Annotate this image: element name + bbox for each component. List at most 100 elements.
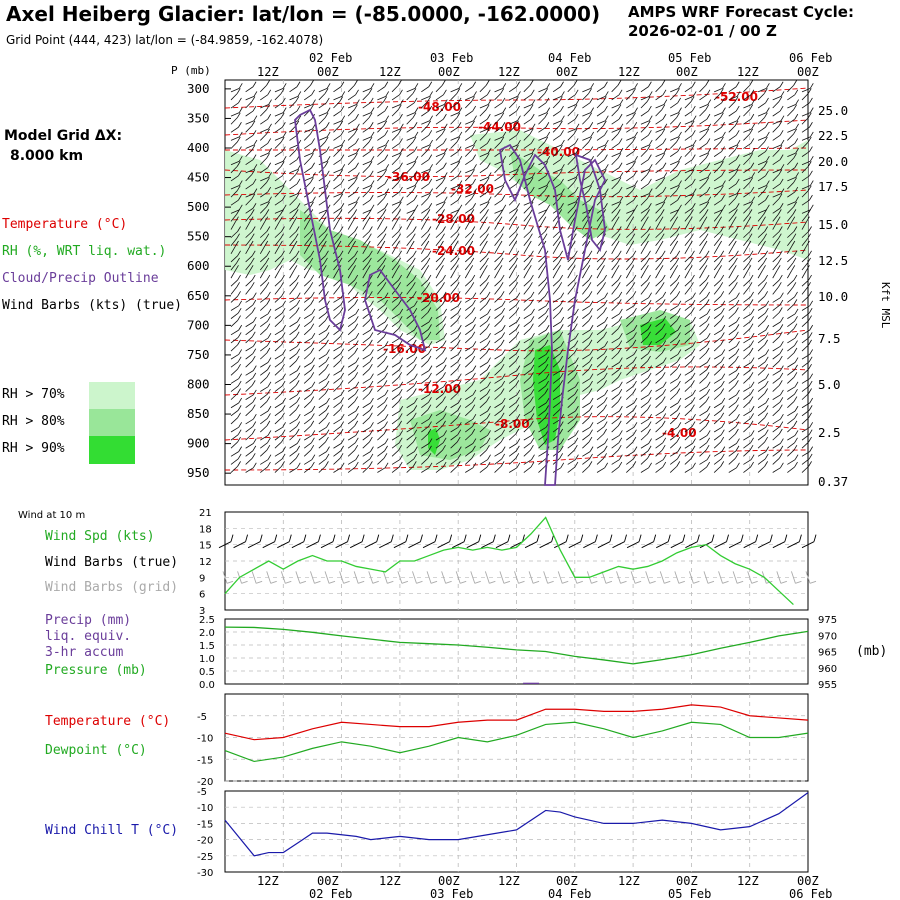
wind-barb-flag <box>764 226 769 232</box>
wind-barb <box>391 152 401 157</box>
wind-barb-flag <box>384 389 389 396</box>
wind-barb-flag <box>502 131 507 138</box>
wind-barb <box>611 201 621 206</box>
wind-barb <box>757 434 766 441</box>
wind-barb <box>450 466 458 473</box>
wind-barb-true-flag <box>580 534 584 542</box>
wind-barb <box>523 270 529 279</box>
wind-barb-flag <box>499 209 504 215</box>
wind-barb-flag <box>295 193 300 199</box>
wind-barb <box>450 221 456 230</box>
wind-barb-flag <box>763 209 768 215</box>
wind-barb-flag <box>793 153 797 159</box>
wind-barb <box>421 238 428 246</box>
wind-barb-flag <box>499 233 504 239</box>
wind-barb-flag <box>530 347 534 354</box>
wind-barb <box>362 305 371 311</box>
precip-tick-label: 2.0 <box>199 628 215 639</box>
wind-barb-flag <box>529 80 534 86</box>
wind-barb <box>274 141 282 149</box>
wind-barb-flag <box>385 91 390 97</box>
wind-barb-flag <box>384 316 389 323</box>
wind-barb-flag <box>252 397 257 403</box>
wind-barb-flag <box>427 380 432 386</box>
wind-barb-flag <box>282 349 286 355</box>
wind-barb-flag <box>793 299 798 305</box>
pressure-tick-label: 850 <box>187 406 210 421</box>
top-hour-label: 00Z <box>556 65 578 79</box>
wind-barb <box>289 96 299 101</box>
wind-barb <box>523 369 532 376</box>
wind-barb <box>391 418 400 425</box>
wind-barb <box>230 329 239 336</box>
wind-barb <box>626 305 635 311</box>
wind-barb <box>611 435 620 441</box>
wind-barb <box>479 337 488 344</box>
wind-barb <box>494 287 501 295</box>
wind-barb <box>435 328 443 336</box>
bottom-date-label: 04 Feb <box>548 887 591 900</box>
wind-barb-flag <box>384 105 389 112</box>
wind-barb-flag <box>485 257 489 264</box>
wind-barb-flag <box>604 130 608 136</box>
wind-barb-flag <box>619 147 624 154</box>
wind-barb-flag <box>678 180 682 186</box>
wind-barb-grid <box>703 571 709 584</box>
wind-barb-flag <box>589 429 593 435</box>
wind-barb-flag <box>749 299 754 305</box>
wind-barb-flag <box>706 186 711 193</box>
wind-barb-flag <box>412 136 417 143</box>
wind-barb-flag <box>617 396 622 402</box>
wind-barb <box>260 279 268 287</box>
wind-barb <box>347 177 357 182</box>
wind-barb <box>640 221 646 230</box>
top-date-label: 03 Feb <box>430 51 473 65</box>
wind-barb <box>347 109 355 117</box>
wind-barb-flag <box>807 161 812 167</box>
wind-barb-flag <box>530 420 534 427</box>
wind-barb-flag <box>267 461 271 468</box>
wind-barb <box>450 441 458 449</box>
wind-barb <box>421 433 429 441</box>
wind-barb-flag <box>617 104 622 110</box>
wind-barb-flag <box>312 147 316 154</box>
wind-barb-flag <box>501 97 506 104</box>
wind-barb <box>728 255 736 263</box>
wind-barb-flag <box>428 372 432 379</box>
wind-barb <box>260 94 268 101</box>
wind-barb <box>391 128 401 133</box>
wind-barb-flag <box>573 128 578 135</box>
wind-barb <box>743 418 751 425</box>
wind-barb-flag <box>339 120 344 127</box>
wind-barb <box>289 86 298 93</box>
wind-barb <box>640 183 649 190</box>
wind-barb <box>787 152 796 157</box>
wind-barb <box>538 378 547 384</box>
wind-barb-flag <box>749 153 754 159</box>
wind-barb-flag <box>692 139 697 146</box>
bottom-hour-label: 00Z <box>438 874 460 888</box>
wind-barb-flag <box>339 380 344 386</box>
wind-barb-flag <box>267 388 271 395</box>
wind-barb <box>333 443 342 449</box>
bottom-hour-label: 12Z <box>257 874 279 888</box>
wind-barb-flag <box>705 226 710 232</box>
wind-barb-flag <box>559 120 563 127</box>
wind-barb <box>347 442 356 449</box>
wind-barb-flag <box>237 332 242 338</box>
wind-barb <box>757 190 765 198</box>
wind-barb <box>245 149 253 157</box>
wind-barb <box>391 157 399 166</box>
wind-barb-flag <box>281 339 285 346</box>
wind-barb-flag <box>795 172 799 178</box>
wind-barb <box>347 369 356 376</box>
wind-barb <box>743 177 752 182</box>
wind-barb-flag <box>354 201 358 208</box>
wind-barb <box>626 402 635 409</box>
wind-barb-flag <box>414 397 418 404</box>
wind-tick-label: 12 <box>199 557 212 568</box>
wind-barb <box>465 418 474 425</box>
wind-barb-flag <box>294 282 299 288</box>
wind-barb <box>391 104 401 109</box>
wind-barb <box>347 320 356 328</box>
